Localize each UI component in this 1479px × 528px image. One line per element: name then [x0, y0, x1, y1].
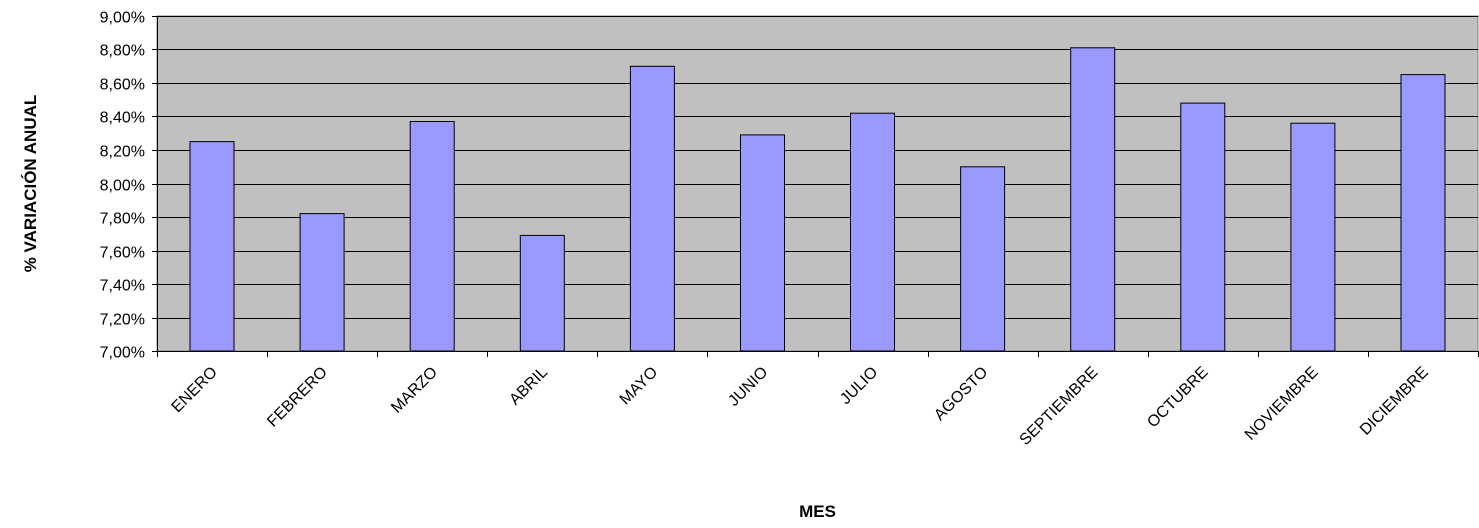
bar [409, 121, 455, 352]
x-tick-label: OCTUBRE [1144, 364, 1211, 431]
x-tick-labels: ENERO FEBRERO MARZO ABRIL MAYO JUNIO JULIO AGOS… [157, 351, 1479, 449]
y-tick-label: 7,40% [100, 278, 145, 295]
x-tick-label: ENERO [169, 364, 221, 416]
bar [189, 141, 235, 352]
x-tick-label: ABRIL [506, 364, 551, 409]
bar [629, 65, 675, 352]
bar [960, 166, 1006, 352]
bar [299, 213, 345, 352]
x-tick-label: SEPTIEMBRE [1017, 364, 1102, 449]
x-tick-label: JUNIO [725, 364, 771, 410]
gridlines [157, 16, 1478, 319]
x-tick-label: FEBRERO [264, 364, 331, 431]
plot-area [156, 15, 1479, 352]
x-tick-label: DICIEMBRE [1357, 364, 1432, 439]
y-tick-label: 8,60% [100, 77, 145, 94]
y-tick-label: 7,00% [100, 345, 145, 362]
bar [740, 134, 785, 352]
x-tick-label: MARZO [388, 364, 441, 417]
bar [1400, 74, 1446, 352]
x-tick-label: AGOSTO [931, 364, 991, 424]
y-tick-label: 8,40% [100, 110, 145, 127]
y-tick-label: 7,60% [100, 245, 145, 262]
y-tick-label: 7,20% [100, 312, 145, 329]
y-tick-label: 9,00% [100, 10, 145, 27]
bar [1180, 102, 1226, 352]
x-tick-label: JULIO [837, 364, 881, 408]
y-tick-labels: 7,00% 7,20% 7,40% 7,60% 7,80% 8,00% 8,20% 8,40%… [100, 10, 157, 362]
bar [1070, 47, 1116, 352]
bar [1290, 122, 1336, 352]
y-axis-title: % VARIACIÓN ANUAL [21, 95, 40, 273]
y-tick-label: 8,00% [100, 178, 145, 195]
x-tick-label: MAYO [617, 364, 662, 409]
bar [519, 234, 565, 352]
y-tick-label: 7,80% [100, 211, 145, 228]
bar [850, 112, 895, 352]
x-tick-label: NOVIEMBRE [1242, 364, 1322, 444]
y-tick-label: 8,20% [100, 144, 145, 161]
x-axis-title: MES [799, 502, 836, 521]
y-tick-label: 8,80% [100, 43, 145, 60]
